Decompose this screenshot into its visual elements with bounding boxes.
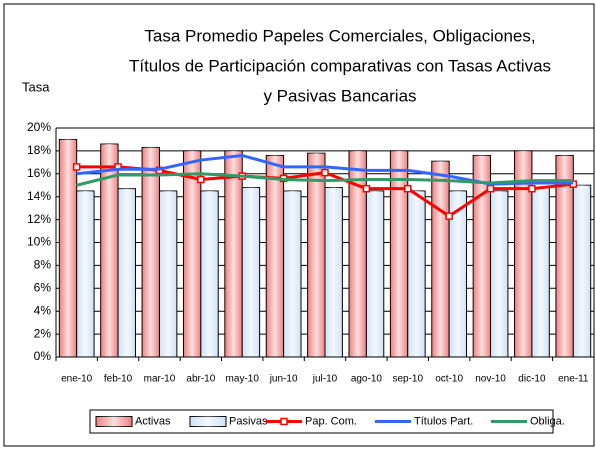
bar-shine bbox=[514, 150, 532, 357]
legend-label: Activas bbox=[135, 415, 171, 427]
x-tick-label: jul-10 bbox=[312, 374, 338, 385]
legend-label: Títulos Part. bbox=[414, 415, 473, 427]
bar-shine bbox=[473, 155, 491, 357]
bar-shine bbox=[159, 190, 177, 357]
line-marker bbox=[321, 168, 329, 177]
bar-shine bbox=[390, 150, 408, 357]
y-tick-label: 6% bbox=[34, 280, 52, 294]
y-tick-label: 16% bbox=[27, 166, 51, 180]
bar-shine bbox=[431, 161, 450, 357]
line-marker bbox=[72, 163, 81, 171]
bar-shine bbox=[59, 139, 77, 357]
x-tick-label: jun-10 bbox=[269, 374, 298, 385]
legend-label: Obliga. bbox=[530, 415, 565, 427]
x-tick-label: may-10 bbox=[226, 374, 260, 385]
bar-shine bbox=[490, 190, 508, 357]
line-marker bbox=[486, 184, 495, 193]
bar-shine bbox=[118, 188, 136, 357]
bar-shine bbox=[76, 190, 95, 357]
chart-title: Tasa Promedio Papeles Comerciales, Oblig… bbox=[144, 26, 535, 45]
y-tick-label: 4% bbox=[34, 303, 52, 317]
bar-shine bbox=[555, 155, 574, 357]
x-tick-label: nov-10 bbox=[475, 374, 506, 385]
bar-shine bbox=[307, 153, 325, 357]
bar-shine bbox=[242, 187, 260, 357]
chart-title: Títulos de Participación comparativas co… bbox=[129, 56, 551, 75]
bar-shine bbox=[283, 190, 301, 357]
bar-shine bbox=[366, 190, 384, 357]
bar-shine bbox=[100, 144, 119, 357]
bar-shine bbox=[349, 150, 367, 357]
y-tick-label: 2% bbox=[34, 326, 52, 340]
y-axis-label: Tasa bbox=[22, 79, 50, 94]
line-marker bbox=[404, 184, 412, 193]
x-tick-label: ene-11 bbox=[558, 374, 589, 385]
bar-shine bbox=[531, 187, 550, 357]
x-tick-label: dic-10 bbox=[518, 374, 546, 385]
y-tick-label: 8% bbox=[34, 258, 52, 272]
bar-shine bbox=[407, 190, 426, 357]
x-tick-label: ago-10 bbox=[351, 374, 383, 385]
legend-label: Pasivas bbox=[229, 415, 268, 427]
y-tick-label: 18% bbox=[27, 143, 51, 157]
bar-shine bbox=[573, 185, 591, 357]
x-tick-label: feb-10 bbox=[104, 374, 133, 385]
bar-shine bbox=[449, 190, 467, 357]
legend bbox=[89, 409, 554, 434]
bar-shine bbox=[183, 150, 201, 357]
x-tick-label: sep-10 bbox=[392, 374, 423, 385]
bar-shine bbox=[266, 155, 284, 357]
y-tick-label: 14% bbox=[27, 189, 51, 203]
bar-shine bbox=[142, 147, 160, 357]
x-tick-label: oct-10 bbox=[435, 374, 463, 385]
legend-label: Pap. Com. bbox=[305, 415, 357, 427]
y-tick-label: 12% bbox=[27, 212, 51, 226]
line bbox=[76, 172, 574, 187]
x-tick-label: abr-10 bbox=[186, 374, 215, 385]
y-tick-label: 10% bbox=[27, 235, 51, 249]
bar-shine bbox=[224, 150, 243, 357]
line-marker bbox=[362, 184, 371, 193]
y-tick-label: 20% bbox=[27, 120, 51, 134]
x-tick-label: ene-10 bbox=[61, 374, 93, 385]
bar-shine bbox=[200, 190, 219, 357]
bar-shine bbox=[325, 187, 343, 357]
y-tick-label: 0% bbox=[34, 349, 52, 363]
frame bbox=[3, 3, 595, 447]
line-marker bbox=[528, 184, 536, 193]
legend-key-shine bbox=[96, 416, 132, 427]
line-marker bbox=[445, 212, 453, 220]
chart-title: y Pasivas Bancarias bbox=[263, 86, 416, 105]
legend-key-shine bbox=[190, 416, 226, 427]
line-marker bbox=[197, 175, 205, 184]
x-tick-label: mar-10 bbox=[144, 374, 176, 385]
legend-marker bbox=[280, 417, 288, 426]
